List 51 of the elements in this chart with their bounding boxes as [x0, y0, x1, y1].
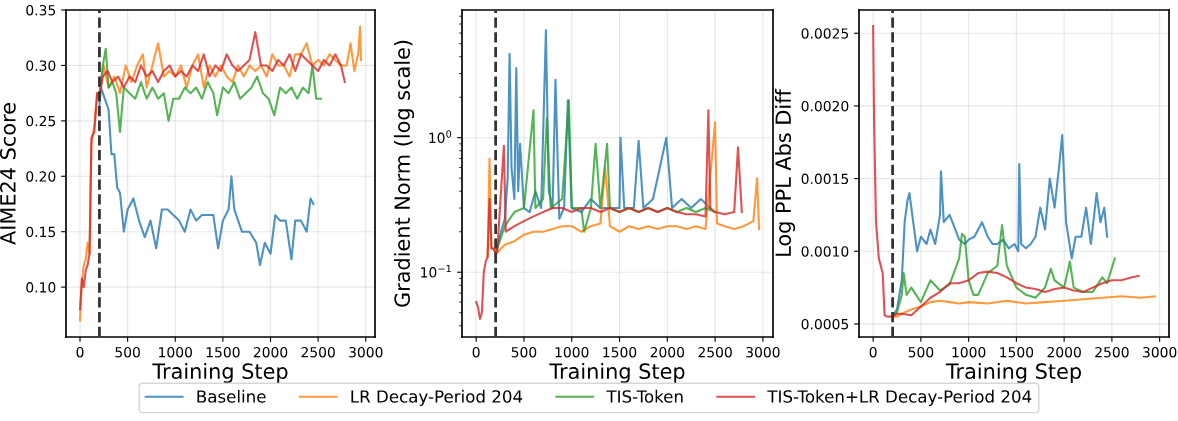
y-tick-label: 10$^{−1}$: [421, 265, 451, 278]
y-tick-label: 0.0025: [801, 28, 849, 39]
legend-label: TIS-Token: [606, 389, 683, 403]
x-tick-label: 0: [869, 346, 877, 358]
x-tick-label: 2000: [253, 346, 288, 358]
x-tick-label: 2500: [698, 346, 732, 358]
y-tick-label: 0.30: [26, 60, 56, 71]
x-axis-title: Training Step: [152, 362, 288, 384]
x-tick-label: 500: [115, 346, 140, 358]
line-series: [98, 47, 323, 133]
x-tick-label: 3000: [349, 346, 383, 358]
x-tick-label: 1500: [1000, 346, 1034, 358]
x-tick-label: 1000: [952, 346, 986, 358]
x-tick-label: 1500: [206, 346, 240, 358]
x-tick-label: 1000: [555, 346, 589, 358]
line-series: [494, 99, 717, 254]
y-tick-label: 0.0010: [801, 246, 849, 257]
x-tick-label: 1000: [159, 346, 193, 358]
x-tick-label: 0: [472, 346, 480, 358]
line-series: [475, 109, 743, 320]
legend-label: Baseline: [197, 389, 266, 403]
x-tick-label: 500: [908, 346, 934, 358]
y-tick-label: 10$^{0}$: [429, 130, 452, 144]
y-tick-label: 0.35: [26, 4, 56, 16]
y-tick-label: 0.0005: [801, 318, 849, 330]
x-tick-label: 2000: [1047, 346, 1081, 358]
x-axis-title: Training Step: [945, 362, 1081, 384]
y-tick-label: 0.25: [26, 115, 56, 127]
x-tick-label: 2500: [301, 346, 335, 358]
y-tick-label: 0.10: [26, 282, 56, 293]
x-tick-label: 3000: [746, 346, 780, 358]
line-series: [98, 86, 315, 266]
legend-label: TIS-Token+LR Decay-Period 204: [767, 389, 1032, 406]
x-tick-label: 0: [76, 346, 84, 358]
line-series: [872, 24, 1140, 318]
y-tick-label: 0.15: [26, 226, 56, 238]
x-tick-label: 3000: [1143, 346, 1177, 358]
line-series: [891, 295, 1156, 318]
line-series: [486, 121, 761, 258]
y-tick-label: 0.20: [26, 171, 56, 182]
y-axis-title: AIME24 Score: [0, 103, 16, 245]
x-tick-label: 2000: [650, 346, 685, 358]
y-axis-title: Gradient Norm (log scale): [393, 40, 415, 307]
x-tick-label: 2500: [1095, 346, 1129, 358]
y-tick-label: 0.0020: [801, 100, 849, 112]
x-tick-label: 500: [511, 346, 537, 358]
legend-label: LR Decay-Period 204: [351, 389, 523, 406]
x-axis-title: Training Step: [549, 362, 685, 384]
y-tick-label: 0.0015: [801, 173, 849, 185]
y-axis-title: Log PPL Abs Diff: [774, 88, 796, 256]
x-tick-label: 1500: [603, 346, 637, 358]
